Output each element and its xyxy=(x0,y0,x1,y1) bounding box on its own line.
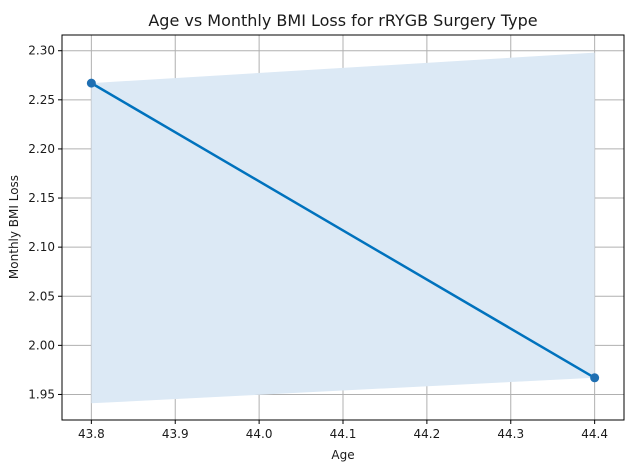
data-points-layer xyxy=(86,78,600,383)
y-tick-label: 1.95 xyxy=(28,387,55,401)
x-tick-label: 44.3 xyxy=(497,427,524,441)
regression-line-layer xyxy=(90,82,596,379)
x-tick-label: 43.8 xyxy=(78,427,105,441)
x-axis-label: Age xyxy=(331,448,354,462)
y-tick-label: 2.15 xyxy=(28,191,55,205)
y-tick-label: 2.20 xyxy=(28,142,55,156)
axis-ticks: 43.8 43.9 44.0 44.1 44.2 44.3 44.4 1.95 2.00 2.05… xyxy=(28,44,608,441)
y-tick-label: 2.10 xyxy=(28,240,55,254)
y-tick-label: 2.00 xyxy=(28,338,55,352)
x-tick-label: 44.1 xyxy=(330,427,357,441)
confidence-band xyxy=(91,52,595,404)
x-tick-label: 43.9 xyxy=(162,427,189,441)
x-tick-label: 44.4 xyxy=(581,427,608,441)
regression-line xyxy=(90,82,596,379)
data-point xyxy=(86,78,96,88)
x-tick-label: 44.0 xyxy=(246,427,273,441)
y-axis-label: Monthly BMI Loss xyxy=(7,175,21,279)
chart-title: Age vs Monthly BMI Loss for rRYGB Surger… xyxy=(148,11,537,30)
data-point xyxy=(590,373,600,383)
y-tick-label: 2.30 xyxy=(28,44,55,58)
confidence-band-layer xyxy=(91,52,595,404)
y-tick-label: 2.25 xyxy=(28,93,55,107)
y-tick-label: 2.05 xyxy=(28,289,55,303)
x-tick-label: 44.2 xyxy=(414,427,441,441)
